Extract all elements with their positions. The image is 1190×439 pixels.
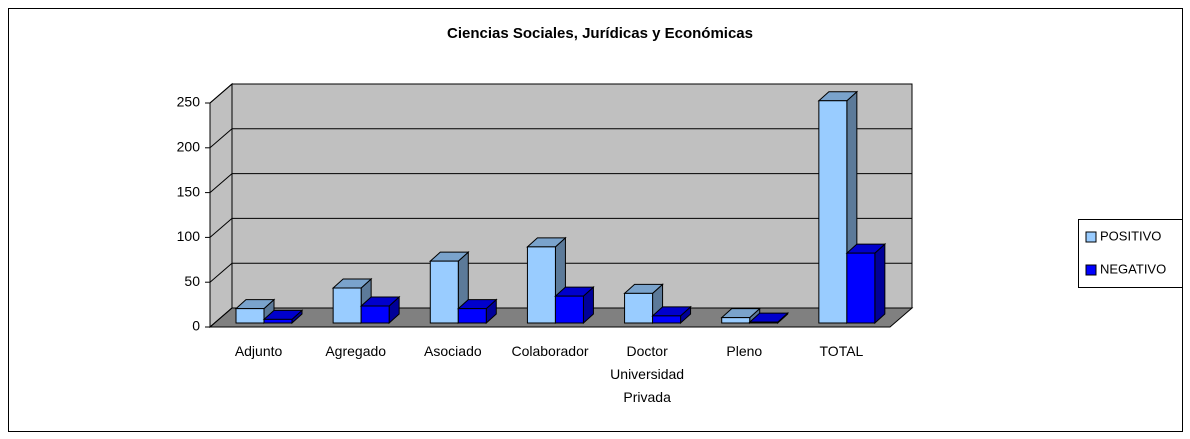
back-wall <box>231 83 913 309</box>
grid-line <box>209 83 912 104</box>
y-tick-label: 50 <box>184 273 200 289</box>
x-tick-label: Agregado <box>325 343 387 359</box>
bar-front <box>526 246 556 324</box>
grid-line <box>209 262 912 283</box>
bar-front <box>818 100 848 324</box>
x-tick-label: Pleno <box>726 343 763 359</box>
bar <box>845 242 887 325</box>
bar <box>526 236 567 325</box>
bar-front <box>332 287 362 324</box>
bar-side <box>874 242 886 325</box>
bar-front <box>624 292 654 324</box>
bar-front <box>721 317 751 324</box>
legend-label: NEGATIVO <box>1100 261 1166 276</box>
bar-front <box>235 308 265 324</box>
bar-front <box>554 295 584 324</box>
bar-front <box>846 252 876 324</box>
bar <box>262 309 304 325</box>
side-wall <box>209 82 233 329</box>
bar <box>623 283 664 325</box>
bar <box>456 298 498 325</box>
chart-title: Ciencias Sociales, Jurídicas y Económica… <box>447 25 753 42</box>
bar <box>748 311 790 325</box>
bar-front <box>360 305 390 324</box>
bar-front <box>457 308 487 324</box>
y-tick-label: 100 <box>177 228 201 244</box>
bar-front <box>749 321 779 324</box>
bar-front <box>652 315 682 324</box>
legend-label: POSITIVO <box>1100 228 1161 243</box>
legend-box <box>1078 219 1183 288</box>
legend-swatch <box>1085 264 1097 276</box>
y-tick-label: 150 <box>177 183 201 199</box>
x-tick-label: TOTAL <box>819 343 864 359</box>
x-tick-label: Asociado <box>424 343 482 359</box>
y-tick-label: 250 <box>177 94 201 110</box>
bar <box>554 285 595 325</box>
grid-line <box>209 217 912 238</box>
x-tick-label: Adjunto <box>234 343 283 359</box>
x-tick-label: Doctor Universidad Privada <box>610 343 685 405</box>
bar <box>359 295 401 325</box>
y-tick-label: 0 <box>192 318 200 334</box>
bar-front <box>263 318 293 324</box>
x-tick-label: Colaborador <box>511 343 589 359</box>
y-tick-label: 200 <box>177 139 201 155</box>
grid-line <box>209 173 912 193</box>
bar <box>651 305 692 325</box>
bar-front <box>429 260 459 324</box>
grid-line <box>209 128 912 149</box>
legend-swatch <box>1085 231 1097 243</box>
